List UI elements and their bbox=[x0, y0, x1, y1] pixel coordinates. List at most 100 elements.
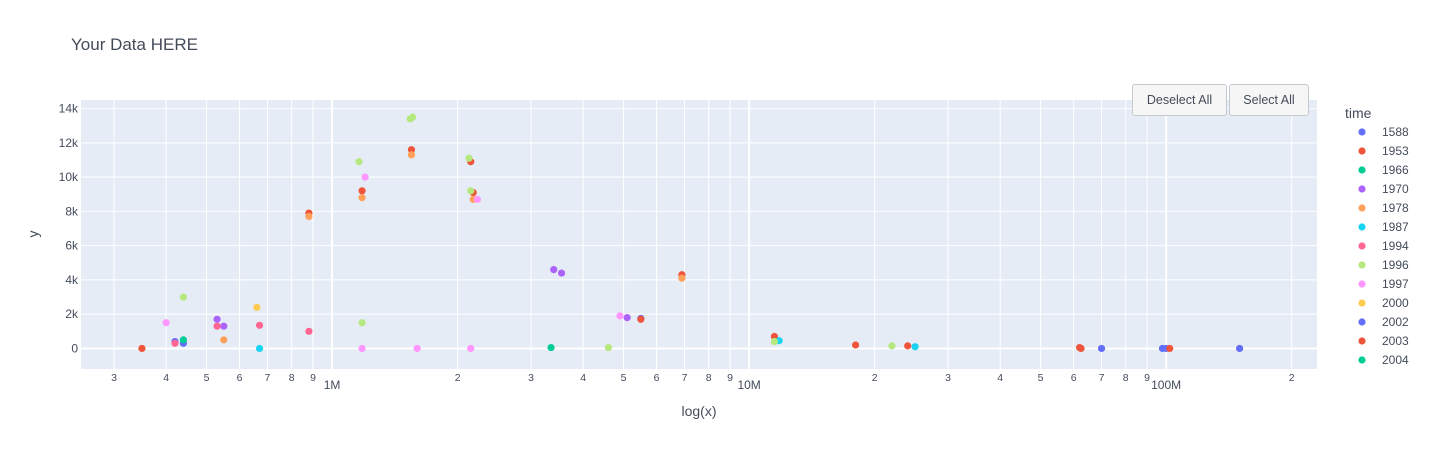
legend-item-1970[interactable]: 1970 bbox=[1358, 182, 1409, 196]
data-point[interactable] bbox=[179, 336, 187, 344]
y-tick-label: 14k bbox=[59, 102, 79, 116]
series-2000[interactable] bbox=[253, 303, 261, 311]
deselect-all-button[interactable]: Deselect All bbox=[1132, 84, 1227, 116]
series-1994[interactable] bbox=[171, 321, 313, 347]
x-minor-tick-label: 6 bbox=[237, 372, 243, 384]
data-point[interactable] bbox=[361, 173, 369, 181]
data-point[interactable] bbox=[1235, 344, 1244, 353]
legend-label: 2002 bbox=[1382, 315, 1409, 329]
legend-item-2003[interactable]: 2003 bbox=[1358, 334, 1409, 348]
data-point[interactable] bbox=[413, 344, 421, 353]
plot-area bbox=[81, 100, 1317, 369]
data-point[interactable] bbox=[547, 343, 555, 352]
legend-item-1588[interactable]: 1588 bbox=[1358, 125, 1409, 139]
data-point[interactable] bbox=[637, 315, 645, 323]
legend-item-1978[interactable]: 1978 bbox=[1358, 201, 1409, 215]
data-point[interactable] bbox=[358, 187, 366, 195]
legend-item-1987[interactable]: 1987 bbox=[1358, 220, 1409, 234]
data-point[interactable] bbox=[213, 322, 221, 330]
data-point[interactable] bbox=[255, 344, 264, 353]
legend-item-1953[interactable]: 1953 bbox=[1358, 144, 1409, 158]
grid bbox=[81, 100, 1317, 369]
data-point[interactable] bbox=[358, 319, 366, 327]
legend-item-2000[interactable]: 2000 bbox=[1358, 296, 1409, 310]
select-all-button[interactable]: Select All bbox=[1229, 84, 1309, 116]
legend-label: 1994 bbox=[1382, 239, 1409, 253]
data-point[interactable] bbox=[407, 146, 416, 154]
chart-title: Your Data HERE bbox=[71, 35, 198, 54]
data-point[interactable] bbox=[888, 342, 896, 350]
series-2002[interactable] bbox=[1158, 344, 1167, 353]
data-point[interactable] bbox=[851, 341, 860, 349]
x-minor-tick-label: 9 bbox=[727, 372, 733, 384]
legend-item-2004[interactable]: 2004 bbox=[1358, 353, 1409, 367]
x-minor-tick-label: 8 bbox=[289, 372, 295, 384]
data-point[interactable] bbox=[550, 266, 558, 274]
legend-item-1966[interactable]: 1966 bbox=[1358, 163, 1409, 177]
data-point[interactable] bbox=[213, 315, 221, 323]
data-point[interactable] bbox=[473, 195, 481, 203]
data-point[interactable] bbox=[557, 269, 566, 277]
data-point[interactable] bbox=[171, 339, 179, 347]
legend-item-1996[interactable]: 1996 bbox=[1358, 258, 1409, 272]
x-minor-tick-label: 6 bbox=[1071, 372, 1077, 384]
data-point[interactable] bbox=[1097, 344, 1106, 353]
data-point[interactable] bbox=[220, 322, 228, 330]
series-1966[interactable] bbox=[179, 336, 555, 352]
legend-item-1994[interactable]: 1994 bbox=[1358, 239, 1409, 253]
x-axis-ticks: 3 4 5 6 7 8 9 2 3 4 5 6 7 8 9 2 3 4 5 6 7 8 9 2 1M 10M 100M bbox=[111, 372, 1295, 392]
legend-label: 1978 bbox=[1382, 201, 1409, 215]
x-minor-tick-label: 2 bbox=[872, 372, 878, 384]
x-minor-tick-label: 7 bbox=[265, 372, 271, 384]
data-point[interactable] bbox=[604, 343, 613, 352]
legend-item-2002[interactable]: 2002 bbox=[1358, 315, 1409, 329]
data-point[interactable] bbox=[409, 113, 417, 121]
data-point[interactable] bbox=[253, 303, 261, 311]
data-point[interactable] bbox=[911, 343, 919, 351]
x-minor-tick-label: 9 bbox=[1144, 372, 1150, 384]
data-point[interactable] bbox=[355, 158, 363, 166]
data-point[interactable] bbox=[678, 274, 686, 282]
data-point[interactable] bbox=[1077, 344, 1085, 353]
y-tick-label: 2k bbox=[65, 307, 79, 321]
x-minor-tick-label: 4 bbox=[163, 372, 169, 384]
data-point[interactable] bbox=[305, 327, 313, 335]
data-point[interactable] bbox=[623, 313, 631, 322]
legend-item-1997[interactable]: 1997 bbox=[1358, 277, 1409, 291]
data-point[interactable] bbox=[770, 332, 779, 341]
legend-label: 1987 bbox=[1382, 220, 1409, 234]
data-point[interactable] bbox=[1166, 344, 1174, 353]
data-point[interactable] bbox=[179, 293, 187, 301]
data-point[interactable] bbox=[770, 337, 779, 346]
series-1996[interactable] bbox=[179, 113, 896, 352]
x-minor-tick-label: 3 bbox=[111, 372, 117, 384]
legend-label: 2003 bbox=[1382, 334, 1409, 348]
data-point[interactable] bbox=[358, 344, 366, 353]
data-point[interactable] bbox=[465, 154, 473, 162]
series-1997[interactable] bbox=[162, 173, 624, 353]
data-point[interactable] bbox=[1158, 344, 1167, 353]
series-1970[interactable] bbox=[213, 266, 631, 330]
x-major-tick-label: 10M bbox=[737, 378, 760, 392]
data-point[interactable] bbox=[162, 319, 170, 327]
series-2003[interactable] bbox=[1077, 344, 1085, 353]
data-point[interactable] bbox=[904, 342, 912, 350]
x-minor-tick-label: 6 bbox=[654, 372, 660, 384]
legend[interactable]: 1588 1953 1966 1970 1978 1987 1994 1996 1997 2000… bbox=[1358, 125, 1409, 367]
data-point[interactable] bbox=[305, 212, 313, 221]
y-tick-label: 0 bbox=[71, 341, 78, 355]
data-point[interactable] bbox=[255, 321, 264, 329]
data-point[interactable] bbox=[616, 312, 624, 320]
data-point[interactable] bbox=[407, 151, 416, 159]
data-point[interactable] bbox=[138, 344, 146, 353]
x-minor-tick-label: 7 bbox=[1099, 372, 1105, 384]
data-point[interactable] bbox=[467, 344, 475, 353]
legend-marker bbox=[1358, 204, 1366, 212]
x-major-tick-label: 1M bbox=[324, 378, 341, 392]
series-1987[interactable] bbox=[255, 337, 919, 353]
data-point[interactable] bbox=[358, 194, 366, 202]
data-point[interactable] bbox=[220, 336, 228, 344]
data-point[interactable] bbox=[467, 187, 475, 195]
data-points[interactable] bbox=[138, 113, 1244, 353]
